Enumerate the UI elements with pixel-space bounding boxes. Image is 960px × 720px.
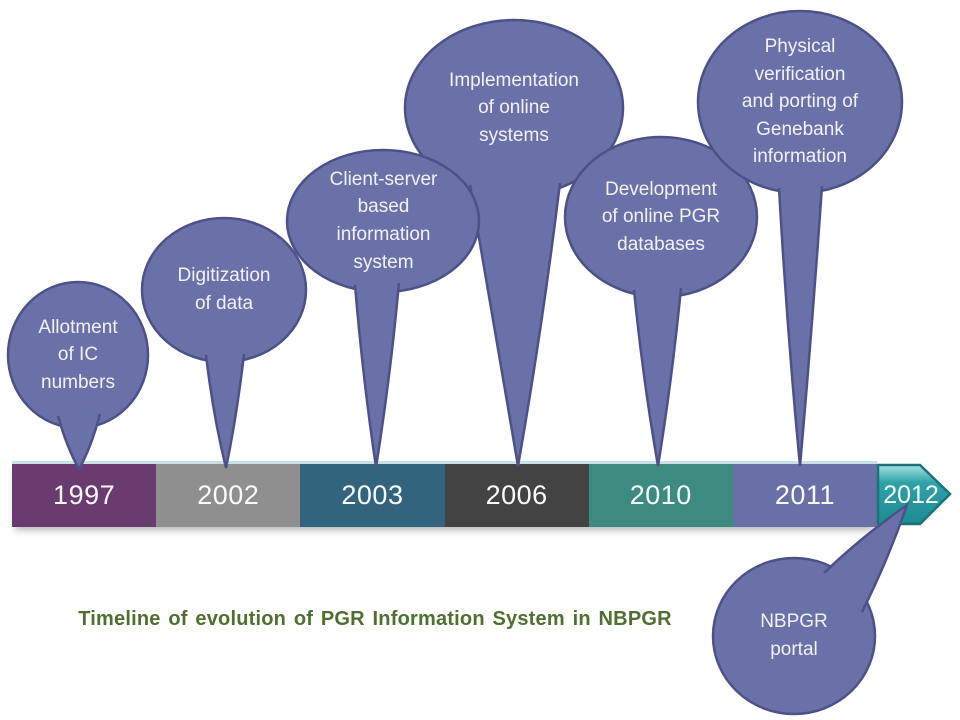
year-label-2006: 2006	[485, 480, 548, 510]
timeline-segment-2006: 2006	[444, 464, 589, 527]
balloon-tail-outline	[777, 185, 824, 467]
balloon-tail	[470, 183, 560, 466]
timeline-segment-2003: 2003	[300, 464, 445, 527]
year-label-2011: 2011	[774, 480, 835, 510]
diagram-caption: Timeline of evolution of PGR Information…	[78, 608, 672, 630]
year-label-2012: 2012	[883, 481, 939, 509]
balloon-label-client-server: Client-server based information system	[329, 168, 438, 273]
balloon-label-digitization: Digitization of data	[177, 265, 271, 314]
year-label-1997: 1997	[53, 480, 116, 510]
timeline-segment-1997: 1997	[12, 464, 157, 527]
balloon-label-allotment: Allotment of IC numbers	[38, 316, 118, 393]
timeline-segment-2002: 2002	[156, 464, 301, 527]
year-label-2002: 2002	[197, 480, 260, 510]
balloon-label-nbpgr-portal: NBPGR portal	[760, 611, 828, 660]
year-label-2010: 2010	[629, 480, 692, 510]
year-label-2003: 2003	[341, 480, 404, 510]
balloon-tail	[634, 288, 681, 466]
timeline-segment-2011: 2011	[732, 464, 878, 527]
balloon-tail	[206, 354, 244, 468]
balloon-tail	[355, 283, 399, 467]
balloon-tail-outline	[353, 282, 401, 468]
timeline-segment-2010: 2010	[588, 464, 733, 527]
balloon-tail	[779, 186, 822, 466]
balloon-tail-outline	[468, 182, 562, 467]
balloon-tail-outline	[632, 287, 683, 467]
timeline-bar: 1997 2002 2003 2006 2010 2011	[12, 461, 878, 527]
balloon-label-development: Development of online PGR databases	[601, 178, 721, 255]
balloon-label-implementation: Implementation of online systems	[449, 69, 579, 146]
balloon-label-physical-verification: Physical verification and porting of Gen…	[741, 36, 859, 168]
balloon-tail-outline	[204, 353, 246, 469]
